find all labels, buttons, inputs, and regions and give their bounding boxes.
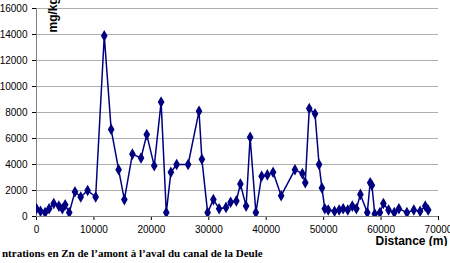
svg-text:30000: 30000 — [195, 224, 223, 235]
svg-text:10000: 10000 — [80, 224, 108, 235]
svg-text:40000: 40000 — [252, 224, 280, 235]
svg-text:12000: 12000 — [0, 55, 28, 66]
svg-text:0: 0 — [22, 211, 28, 222]
svg-text:8000: 8000 — [5, 107, 28, 118]
svg-text:14000: 14000 — [0, 29, 28, 40]
svg-text:6000: 6000 — [5, 133, 28, 144]
html-text:ntrations en Zn de l’amont à l: ntrations en Zn de l’amont à l’aval du c… — [2, 247, 263, 259]
svg-text:2000: 2000 — [5, 185, 28, 196]
svg-text:60000: 60000 — [367, 223, 395, 235]
svg-text:16000: 16000 — [0, 3, 28, 14]
svg-text:50000: 50000 — [310, 224, 338, 235]
svg-text:mg/kg: mg/kg — [46, 0, 60, 33]
svg-text:10000: 10000 — [0, 81, 28, 92]
svg-text:Distance (m): Distance (m) — [375, 234, 447, 247]
svg-text:4000: 4000 — [5, 159, 28, 170]
svg-text:20000: 20000 — [137, 224, 165, 235]
svg-text:0: 0 — [34, 224, 40, 235]
